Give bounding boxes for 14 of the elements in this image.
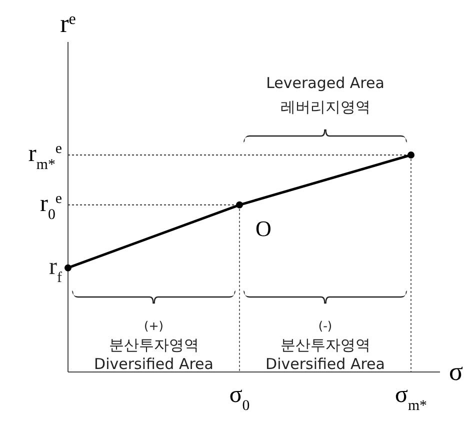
annotation: Diversified Area [94, 355, 214, 373]
text: r$_{f}$ [49, 254, 62, 286]
x-axis-title: σ [448, 357, 464, 386]
text: 레버리지영역 [280, 98, 370, 116]
x-tick-label: σ$_{0}$ [229, 382, 250, 414]
annotation: (+) [144, 319, 164, 333]
y-axis-title: r$^{e}$ [60, 9, 76, 38]
annotation: 분산투자영역 [108, 336, 199, 354]
x-tick-label: σ$_{m*}$ [395, 382, 427, 414]
annotation: Diversified Area [266, 355, 385, 373]
annotation: (-) [318, 319, 332, 333]
text: Leveraged Area [266, 74, 384, 92]
annotation: O [256, 216, 272, 241]
annotation: 분산투자영역 [280, 336, 370, 354]
